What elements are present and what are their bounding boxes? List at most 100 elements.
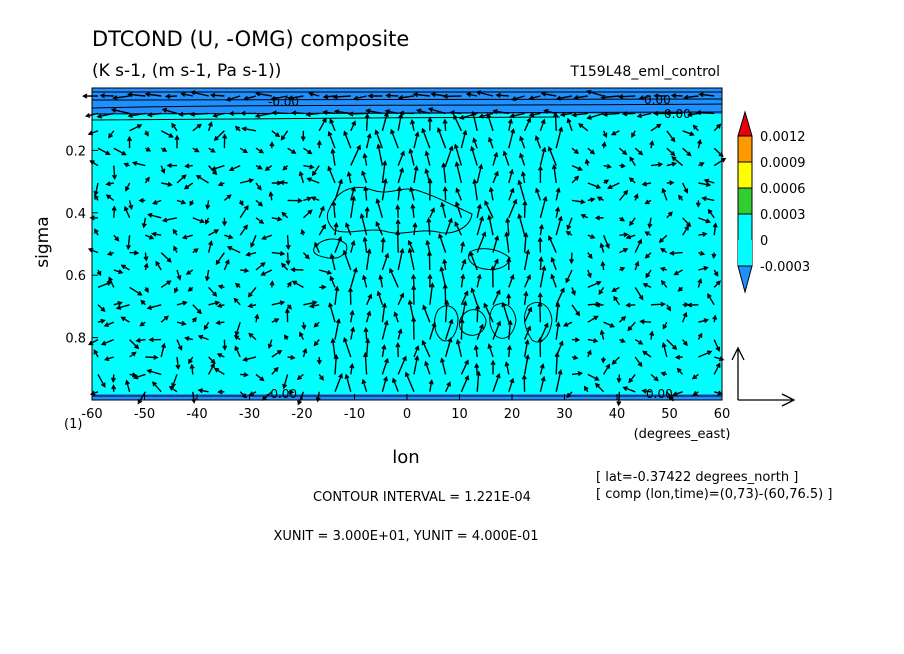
wind-vector — [346, 171, 352, 184]
wind-vector — [520, 170, 526, 184]
wind-vector — [619, 216, 626, 222]
wind-vector — [476, 215, 484, 236]
wind-vector — [286, 304, 292, 310]
wind-vector — [299, 331, 305, 340]
composite-note: [ comp (lon,time)=(0,73)-(60,76.5) ] — [596, 487, 832, 502]
wind-vector — [151, 231, 162, 237]
wind-vector — [555, 126, 564, 149]
wind-vector — [106, 251, 115, 256]
wind-vector — [97, 147, 111, 155]
wind-vector — [228, 164, 241, 172]
wind-vector — [397, 247, 405, 271]
wind-vector — [255, 147, 265, 154]
wind-vector — [234, 282, 241, 288]
y-tick-label: 0.8 — [65, 332, 86, 347]
wind-vector — [603, 163, 612, 169]
wind-vector — [160, 342, 166, 358]
wind-vector — [641, 181, 652, 187]
wind-vector — [502, 150, 510, 166]
wind-vector — [653, 93, 667, 99]
wind-vector — [260, 269, 273, 276]
wind-vector — [389, 267, 399, 288]
wind-vector — [302, 209, 313, 219]
wind-vector — [271, 130, 281, 138]
wind-vector — [616, 391, 622, 407]
wind-vector — [571, 175, 580, 184]
wind-vector — [192, 147, 200, 153]
wind-vector — [113, 234, 120, 242]
wind-vector — [504, 231, 510, 253]
wind-vector — [517, 179, 526, 201]
wind-vector — [444, 217, 453, 236]
wind-vector — [650, 301, 666, 307]
wind-vector — [375, 198, 384, 218]
wind-vector — [195, 175, 209, 184]
wind-vector — [551, 164, 557, 184]
wind-vector — [176, 199, 187, 205]
wind-vector — [125, 182, 131, 192]
wind-vector — [239, 147, 249, 154]
colorbar-label: 0 — [760, 234, 768, 249]
wind-vector — [280, 130, 289, 141]
wind-vector — [555, 321, 561, 340]
wind-vector — [487, 214, 494, 236]
contour-line — [489, 303, 517, 339]
wind-vector — [255, 91, 272, 97]
wind-vector — [610, 130, 620, 136]
x-tick-label: 50 — [661, 407, 678, 422]
wind-vector — [397, 94, 415, 100]
wind-vector — [271, 216, 283, 222]
y-tick-label: 0.4 — [65, 207, 86, 222]
wind-vector — [264, 165, 273, 171]
wind-vector — [322, 94, 336, 100]
wind-vector — [160, 280, 172, 288]
wind-vector — [413, 165, 419, 184]
wind-vector — [115, 304, 130, 310]
wind-vector — [327, 165, 336, 184]
wind-vector — [490, 359, 496, 375]
wind-vector — [204, 269, 210, 282]
wind-vector — [644, 199, 652, 205]
wind-vector — [454, 221, 463, 236]
wind-vector — [488, 186, 494, 201]
wind-vector — [143, 252, 149, 262]
wind-vector — [345, 222, 352, 236]
wind-vector — [144, 287, 149, 293]
wind-vector — [283, 334, 289, 340]
wind-vector — [619, 266, 626, 272]
wind-vector — [82, 93, 99, 99]
wind-vector — [267, 339, 273, 349]
wind-vector — [364, 113, 370, 131]
wind-vector — [600, 94, 620, 100]
wind-vector — [207, 240, 214, 253]
wind-vector — [686, 302, 699, 308]
wind-vector — [587, 252, 593, 260]
reference-vector — [731, 346, 796, 407]
wind-vector — [412, 92, 430, 98]
wind-vector — [600, 356, 606, 364]
wind-vector — [421, 339, 431, 358]
wind-vector — [641, 388, 652, 394]
wind-vector — [600, 260, 606, 271]
wind-vector — [697, 138, 702, 149]
wind-vector — [97, 318, 106, 324]
wind-vector — [395, 204, 401, 218]
x-tick-label: 40 — [609, 407, 626, 422]
wind-vector — [508, 168, 514, 184]
wind-vector — [143, 262, 149, 271]
wind-vector — [437, 127, 447, 149]
wind-vector — [629, 156, 636, 166]
wind-vector — [442, 118, 448, 131]
wind-vector — [565, 231, 573, 236]
wind-vector — [586, 349, 592, 358]
wind-vector — [285, 235, 291, 251]
wind-vector — [594, 302, 604, 308]
wind-vector — [390, 128, 399, 149]
wind-vector — [381, 344, 387, 358]
contour-line — [467, 248, 511, 271]
wind-vector — [363, 185, 369, 201]
wind-vector — [580, 214, 589, 219]
wind-vector — [172, 228, 178, 236]
wind-vector — [649, 140, 655, 149]
wind-vector — [319, 284, 327, 290]
